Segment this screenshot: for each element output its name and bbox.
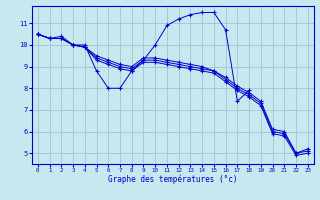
X-axis label: Graphe des températures (°c): Graphe des températures (°c) (108, 175, 237, 184)
